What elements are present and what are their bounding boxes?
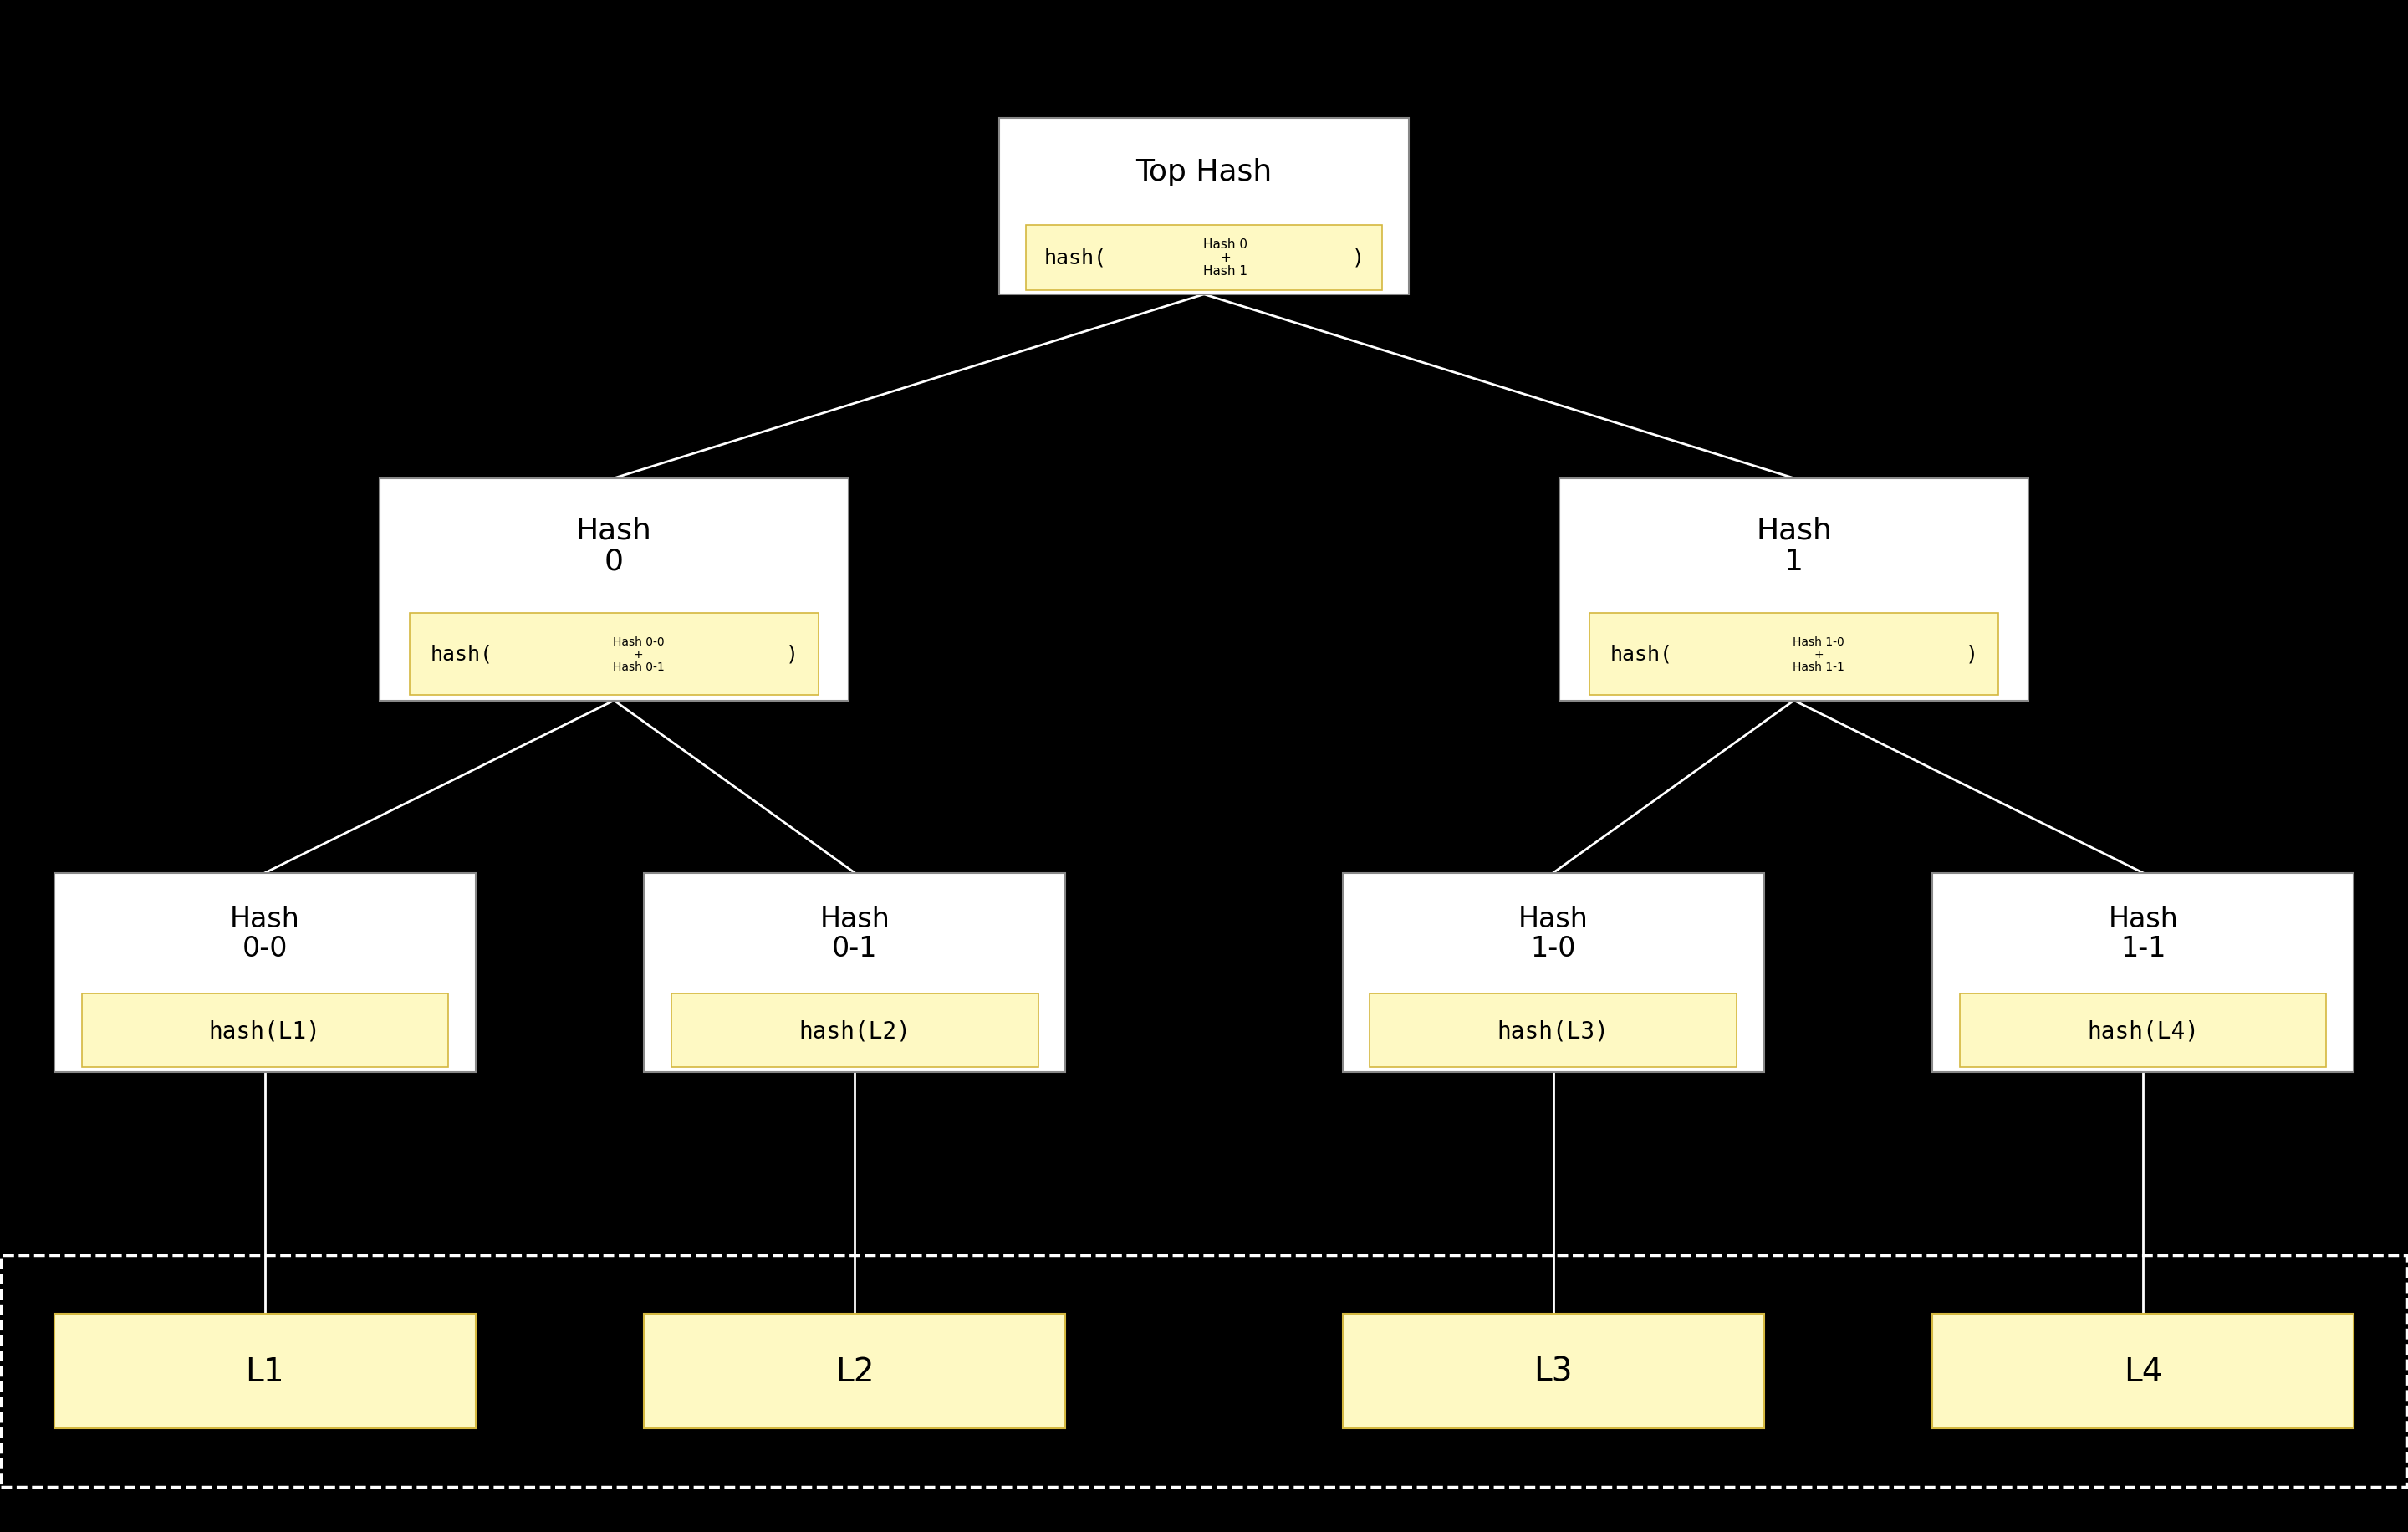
FancyBboxPatch shape (1026, 225, 1382, 291)
Text: Hash 1-0
+
Hash 1-1: Hash 1-0 + Hash 1-1 (1792, 636, 1845, 673)
Text: L1: L1 (246, 1356, 284, 1386)
Text: Top Hash: Top Hash (1137, 158, 1271, 187)
Text: L4: L4 (2124, 1356, 2162, 1386)
Text: Hash 0
+
Hash 1: Hash 0 + Hash 1 (1204, 237, 1247, 277)
FancyBboxPatch shape (1931, 1313, 2355, 1428)
Text: ): ) (785, 645, 797, 665)
FancyBboxPatch shape (1931, 873, 2355, 1072)
Text: hash(L1): hash(L1) (209, 1019, 320, 1042)
FancyBboxPatch shape (1344, 873, 1763, 1072)
FancyBboxPatch shape (82, 994, 448, 1068)
FancyBboxPatch shape (55, 1313, 477, 1428)
Text: hash(: hash( (431, 645, 494, 665)
Text: hash(: hash( (1043, 248, 1105, 268)
FancyBboxPatch shape (1370, 994, 1736, 1068)
FancyBboxPatch shape (643, 873, 1064, 1072)
Text: Hash
0: Hash 0 (576, 516, 653, 576)
Text: hash(: hash( (1611, 645, 1674, 665)
Text: hash(L4): hash(L4) (2088, 1019, 2199, 1042)
Text: Hash
0-1: Hash 0-1 (819, 905, 891, 962)
FancyBboxPatch shape (672, 994, 1038, 1068)
Text: Hash
1-0: Hash 1-0 (1517, 905, 1589, 962)
Text: hash(L3): hash(L3) (1498, 1019, 1609, 1042)
Text: L2: L2 (836, 1356, 874, 1386)
Text: Hash
0-0: Hash 0-0 (229, 905, 301, 962)
Text: Hash
1-1: Hash 1-1 (2107, 905, 2179, 962)
FancyBboxPatch shape (1960, 994, 2326, 1068)
Text: ): ) (1965, 645, 1977, 665)
Text: Hash
1: Hash 1 (1755, 516, 1832, 576)
FancyBboxPatch shape (1344, 1313, 1763, 1428)
FancyBboxPatch shape (643, 1313, 1064, 1428)
FancyBboxPatch shape (1589, 613, 1999, 696)
FancyBboxPatch shape (409, 613, 819, 696)
Text: ): ) (1351, 248, 1365, 268)
FancyBboxPatch shape (380, 478, 850, 702)
Text: Hash 0-0
+
Hash 0-1: Hash 0-0 + Hash 0-1 (612, 636, 665, 673)
FancyBboxPatch shape (1560, 478, 2028, 702)
Text: hash(L2): hash(L2) (799, 1019, 910, 1042)
FancyBboxPatch shape (55, 873, 477, 1072)
FancyBboxPatch shape (999, 119, 1409, 294)
Text: L3: L3 (1534, 1356, 1572, 1386)
